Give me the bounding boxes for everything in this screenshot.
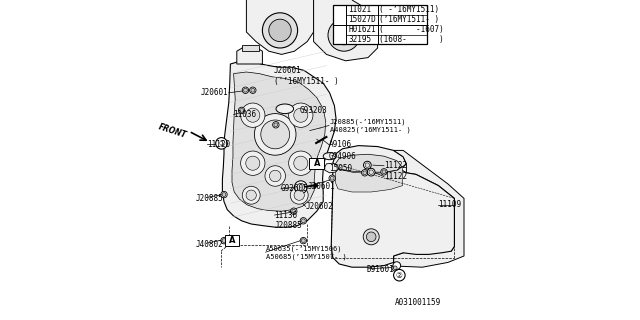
Text: 11136: 11136 <box>275 211 298 220</box>
Polygon shape <box>394 150 464 267</box>
Circle shape <box>242 186 260 204</box>
Text: ②: ② <box>336 30 343 39</box>
Circle shape <box>364 229 380 245</box>
Circle shape <box>291 186 308 204</box>
Circle shape <box>393 266 397 270</box>
Circle shape <box>300 237 307 244</box>
Text: (       -1607): ( -1607) <box>379 25 444 34</box>
Polygon shape <box>314 182 319 189</box>
Circle shape <box>392 265 398 271</box>
Text: J20885: J20885 <box>275 221 302 230</box>
Circle shape <box>246 190 256 200</box>
Text: D91601: D91601 <box>366 265 394 274</box>
Circle shape <box>334 10 344 20</box>
Polygon shape <box>335 154 402 172</box>
Text: J20602: J20602 <box>306 202 333 211</box>
Circle shape <box>221 191 227 198</box>
Text: H01621: H01621 <box>348 25 376 34</box>
Polygon shape <box>332 163 454 267</box>
Text: 11109: 11109 <box>438 200 461 209</box>
Text: ( -’16MY1511): ( -’16MY1511) <box>379 5 439 14</box>
Text: J20885(-’16MY1511)
A40825(’16MY1511- ): J20885(-’16MY1511) A40825(’16MY1511- ) <box>330 118 410 133</box>
Polygon shape <box>246 0 314 54</box>
FancyBboxPatch shape <box>310 158 324 169</box>
Circle shape <box>273 122 279 128</box>
Circle shape <box>362 170 368 176</box>
Circle shape <box>269 19 291 42</box>
Text: G94906: G94906 <box>329 152 356 161</box>
Circle shape <box>291 208 297 214</box>
Circle shape <box>369 170 374 174</box>
Text: G93203: G93203 <box>300 106 327 115</box>
Circle shape <box>261 120 289 149</box>
Text: ①: ① <box>336 10 343 19</box>
Text: 11036: 11036 <box>234 110 257 119</box>
Circle shape <box>222 142 226 146</box>
Circle shape <box>221 141 227 147</box>
Circle shape <box>292 209 296 213</box>
Circle shape <box>216 138 227 149</box>
Circle shape <box>241 151 265 175</box>
Text: A9106: A9106 <box>329 140 352 149</box>
Text: J20601
('’16MY1511- ): J20601 ('’16MY1511- ) <box>274 66 339 86</box>
Polygon shape <box>314 0 378 61</box>
Text: 11122: 11122 <box>384 161 407 170</box>
Circle shape <box>221 237 227 244</box>
Ellipse shape <box>323 153 336 160</box>
Circle shape <box>330 176 334 180</box>
Text: ①: ① <box>218 139 225 148</box>
Circle shape <box>246 156 260 170</box>
Circle shape <box>244 88 247 92</box>
Circle shape <box>334 26 354 45</box>
Circle shape <box>294 156 308 170</box>
Text: G92605: G92605 <box>281 184 308 193</box>
Circle shape <box>301 239 305 243</box>
Circle shape <box>297 183 305 191</box>
Ellipse shape <box>276 104 294 114</box>
Polygon shape <box>335 166 403 192</box>
Circle shape <box>269 170 281 182</box>
Text: J20601: J20601 <box>201 88 229 97</box>
Circle shape <box>289 103 313 127</box>
Text: 11122: 11122 <box>384 172 407 181</box>
Circle shape <box>250 87 256 93</box>
Circle shape <box>381 169 387 175</box>
Text: FRONT: FRONT <box>157 123 188 140</box>
Circle shape <box>294 190 305 200</box>
Circle shape <box>364 161 371 169</box>
Text: (’16MY1511- ): (’16MY1511- ) <box>379 15 439 24</box>
Polygon shape <box>333 146 406 174</box>
Circle shape <box>301 219 305 223</box>
Text: 15027D: 15027D <box>348 15 376 24</box>
FancyBboxPatch shape <box>333 5 428 44</box>
Circle shape <box>363 171 367 175</box>
Polygon shape <box>232 72 326 211</box>
Circle shape <box>367 232 376 242</box>
Circle shape <box>334 29 344 40</box>
Circle shape <box>393 262 401 269</box>
Circle shape <box>294 108 308 122</box>
Circle shape <box>254 114 296 155</box>
FancyBboxPatch shape <box>225 235 239 246</box>
Circle shape <box>294 181 307 194</box>
Text: A: A <box>228 236 236 245</box>
Circle shape <box>243 87 248 93</box>
Text: A031001159: A031001159 <box>396 298 442 307</box>
Text: 32195: 32195 <box>348 35 371 44</box>
Circle shape <box>328 19 360 51</box>
Circle shape <box>300 218 307 224</box>
Circle shape <box>394 269 405 281</box>
Text: 11021: 11021 <box>348 5 371 14</box>
Circle shape <box>241 103 265 127</box>
Text: A50635(-’15MY1506)
A50685(’15MY1507- ): A50635(-’15MY1506) A50685(’15MY1507- ) <box>266 245 346 260</box>
Polygon shape <box>325 163 339 173</box>
Text: ②: ② <box>396 271 403 280</box>
Circle shape <box>274 123 278 127</box>
Circle shape <box>246 108 260 122</box>
Circle shape <box>382 170 386 174</box>
Text: J20885: J20885 <box>195 194 223 203</box>
Text: (1608-       ): (1608- ) <box>379 35 444 44</box>
Circle shape <box>367 168 375 176</box>
Circle shape <box>251 88 255 92</box>
Circle shape <box>262 13 298 48</box>
